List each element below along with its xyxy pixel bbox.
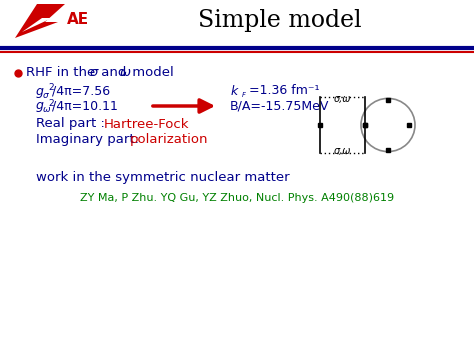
Text: g: g [36, 99, 44, 113]
Text: =1.36 fm⁻¹: =1.36 fm⁻¹ [249, 84, 319, 98]
Text: AE: AE [67, 12, 89, 27]
Text: /4π=7.56: /4π=7.56 [52, 84, 110, 98]
Text: 2: 2 [48, 98, 54, 108]
Text: polarization: polarization [130, 132, 209, 146]
Text: ZY Ma, P Zhu. YQ Gu, YZ Zhuo, Nucl. Phys. A490(88)619: ZY Ma, P Zhu. YQ Gu, YZ Zhuo, Nucl. Phys… [80, 193, 394, 203]
Text: B/A=-15.75MeV: B/A=-15.75MeV [230, 99, 329, 113]
Text: 2: 2 [48, 83, 54, 93]
Text: RHF in the: RHF in the [26, 66, 100, 80]
Text: Hartree-Fock: Hartree-Fock [104, 118, 190, 131]
Text: σ,ω: σ,ω [333, 94, 351, 104]
Text: model: model [128, 66, 174, 80]
Text: Real part :: Real part : [36, 118, 109, 131]
Text: σ: σ [43, 91, 49, 99]
Text: /4π=10.11: /4π=10.11 [52, 99, 118, 113]
Text: g: g [36, 84, 44, 98]
Polygon shape [15, 4, 65, 38]
Text: σ,ω: σ,ω [333, 146, 351, 156]
Text: $k$: $k$ [230, 84, 240, 98]
Text: ω: ω [43, 105, 51, 115]
Text: work in the symmetric nuclear matter: work in the symmetric nuclear matter [36, 170, 290, 184]
Text: ω: ω [120, 66, 131, 80]
Text: Simple model: Simple model [198, 10, 362, 33]
Text: Imaginary part:: Imaginary part: [36, 132, 143, 146]
Text: $_{F}$: $_{F}$ [241, 90, 247, 100]
Text: and: and [97, 66, 131, 80]
Polygon shape [22, 18, 52, 32]
Text: σ: σ [90, 66, 99, 80]
